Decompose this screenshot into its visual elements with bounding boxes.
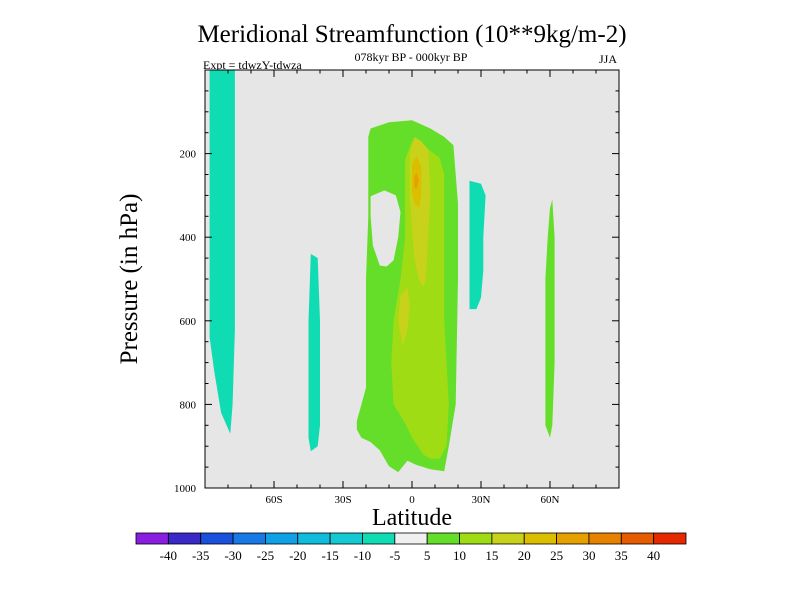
colorbar-label: -10	[354, 548, 371, 563]
y-tick-label: 800	[180, 399, 197, 411]
colorbar-label: -15	[321, 548, 338, 563]
x-tick-label: 60S	[265, 494, 282, 506]
colorbar-label: -35	[192, 548, 209, 563]
colorbar-label: -40	[160, 548, 177, 563]
colorbar-label: 15	[485, 548, 498, 563]
colorbar-box	[297, 532, 331, 545]
colorbar-box	[459, 532, 493, 545]
y-tick-label: 1000	[174, 483, 197, 495]
colorbar-box	[265, 532, 299, 545]
chart-title: Meridional Streamfunction (10**9kg/m-2)	[197, 21, 626, 48]
axis-ticks: 60S 30S 0 30N 60N 200 400 600 800 1000	[174, 70, 620, 506]
y-axis-label: Pressure (in hPa)	[116, 194, 143, 365]
x-tick-label: 0	[409, 494, 415, 506]
colorbar-label: 30	[582, 548, 595, 563]
colorbar-label: -25	[257, 548, 274, 563]
colorbar-box	[653, 532, 687, 545]
colorbar-box	[135, 532, 169, 545]
region-neg-nh-subtropics	[469, 180, 486, 310]
colorbar-box	[200, 532, 234, 545]
colorbar-box	[394, 532, 428, 545]
region-pos-core-lower	[398, 287, 410, 346]
colorbar-box	[232, 532, 266, 545]
colorbar-label: 40	[647, 548, 660, 563]
x-axis-label: Latitude	[372, 505, 452, 531]
subtitle-right: JJA	[599, 52, 617, 66]
region-neg-sh-highlat	[209, 70, 235, 434]
colorbar-label: -20	[289, 548, 306, 563]
colorbar-box	[329, 532, 363, 545]
x-tick-label: 60N	[541, 494, 560, 506]
colorbar-box	[523, 532, 557, 545]
colorbar-label: 10	[453, 548, 466, 563]
y-tick-label: 400	[180, 232, 197, 244]
subtitle-center: 078kyr BP - 000kyr BP	[355, 50, 468, 64]
colorbar-box	[426, 532, 460, 545]
colorbar-box	[167, 532, 202, 545]
colorbar-box	[362, 532, 396, 545]
colorbar-box	[491, 532, 525, 545]
region-neg-sh-midlat	[308, 253, 320, 452]
contour-regions	[209, 70, 555, 473]
colorbar-label: 5	[424, 548, 431, 563]
colorbar: -40 -35 -30 -25 -20 -15 -10 -5 5 10 15 20 25 30 35 40	[135, 532, 687, 563]
region-pos-nh-highlat	[545, 199, 555, 438]
x-tick-label: 30S	[334, 494, 351, 506]
colorbar-label: 35	[615, 548, 628, 563]
colorbar-label: -5	[389, 548, 400, 563]
colorbar-label: -30	[224, 548, 241, 563]
y-tick-label: 600	[180, 316, 197, 328]
region-pos-inner	[391, 141, 449, 459]
x-tick-label: 30N	[472, 494, 491, 506]
colorbar-label: 20	[518, 548, 531, 563]
subtitle-left: Expt = tdwzY-tdwza	[203, 58, 302, 72]
region-pos-core-max	[414, 172, 419, 190]
colorbar-box	[556, 532, 590, 545]
colorbar-box	[620, 532, 655, 545]
y-tick-label: 200	[180, 149, 197, 161]
colorbar-box	[588, 532, 622, 545]
colorbar-label: 25	[550, 548, 563, 563]
